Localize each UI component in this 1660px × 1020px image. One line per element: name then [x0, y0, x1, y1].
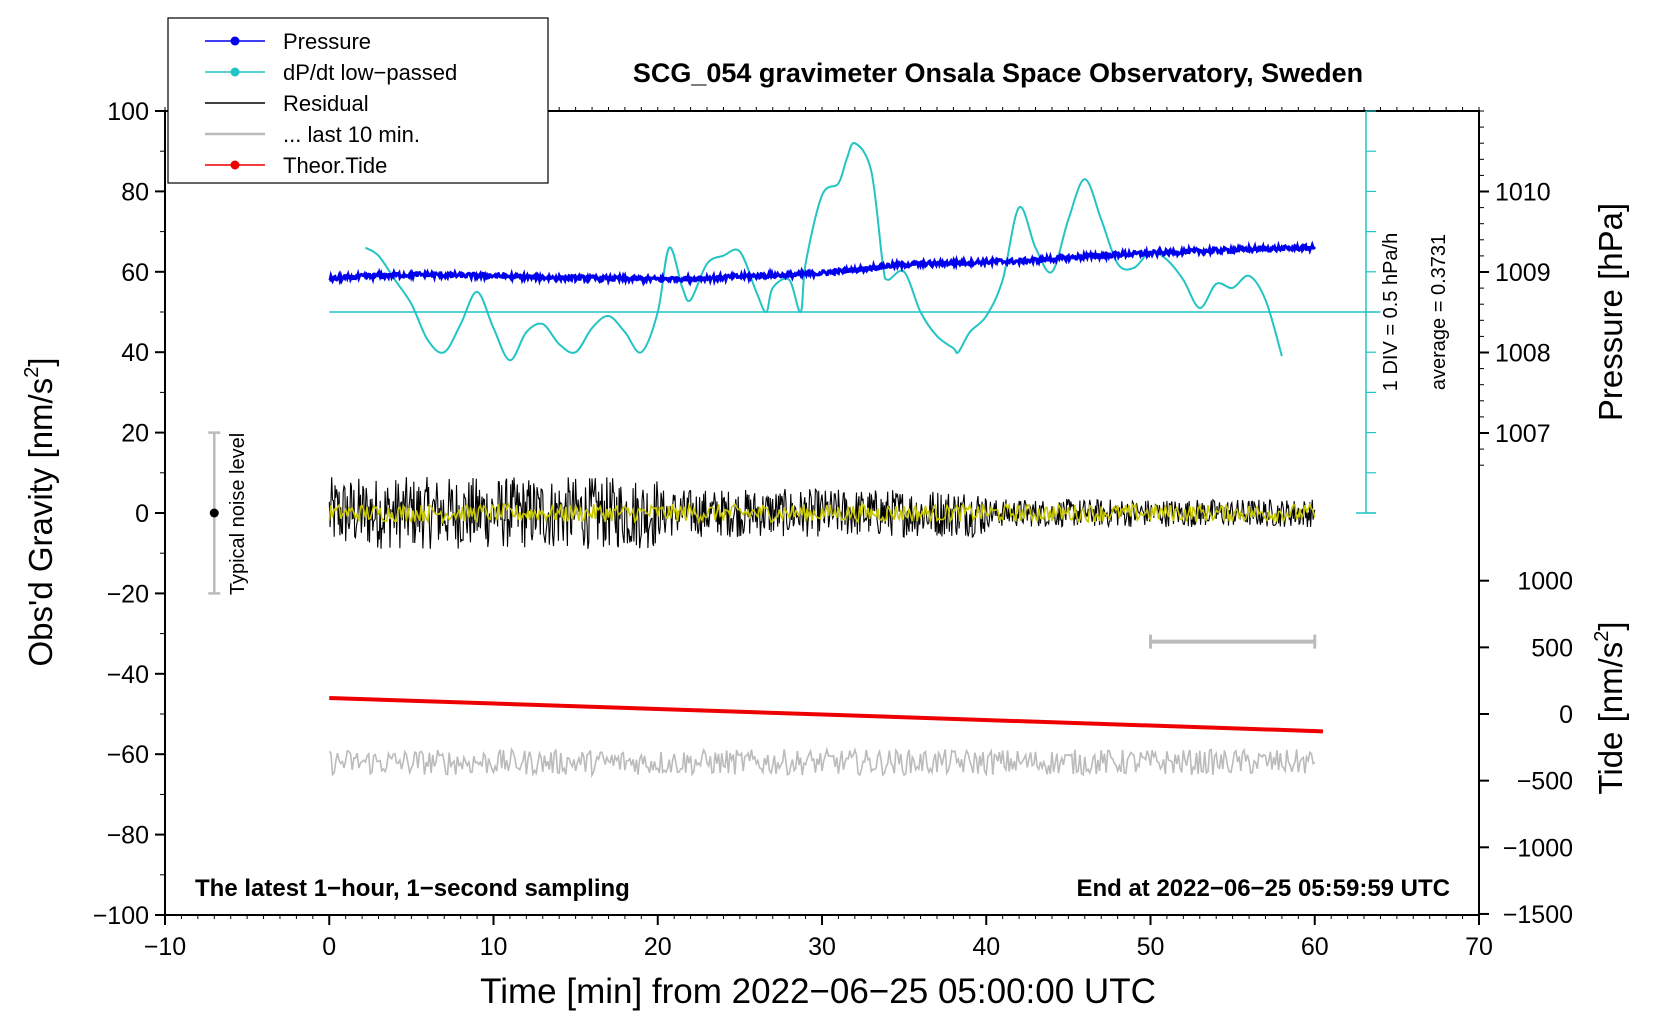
y-axis-label-gravity: Obs'd Gravity [nm/s2] [21, 358, 59, 667]
pressure-tick-label: 1008 [1495, 340, 1551, 368]
tide-tick-label: 500 [1531, 634, 1573, 662]
y-axis-label-gravity-sup: 2 [21, 367, 43, 378]
y-tick-label: 0 [135, 500, 149, 528]
y-tick-label: 80 [121, 178, 149, 206]
y-axis-label-gravity-text: Obs'd Gravity [nm/s [22, 378, 59, 667]
x-tick-label: 40 [972, 933, 1000, 961]
legend-label: ... last 10 min. [283, 122, 420, 147]
y-axis-label-tide-tail: ] [1592, 621, 1629, 630]
series-pressure-line [328, 240, 1317, 288]
y-tick-label: −80 [107, 822, 149, 850]
y-axis-label-pressure: Pressure [hPa] [1592, 203, 1629, 421]
x-tick-label: −10 [144, 933, 186, 961]
x-tick-label: 50 [1137, 933, 1165, 961]
y-axis-label-gravity-tail: ] [22, 358, 59, 367]
legend-marker [230, 160, 240, 170]
dpdt-average-label: average = 0.3731 [1428, 234, 1450, 390]
legend-label: Pressure [283, 29, 371, 54]
footer-right-label: End at 2022−06−25 05:59:59 UTC [1076, 875, 1450, 902]
y-axis-label-tide-sup: 2 [1591, 631, 1613, 642]
x-tick-label: 20 [644, 933, 672, 961]
x-tick-label: 0 [322, 933, 336, 961]
x-tick-label: 70 [1465, 933, 1493, 961]
y-tick-label: 100 [107, 98, 149, 126]
y-tick-label: −20 [107, 580, 149, 608]
series-last10min-line [328, 746, 1316, 779]
legend-label: Residual [283, 91, 369, 116]
pressure-tick-label: 1007 [1495, 420, 1551, 448]
noise-level-label: Typical noise level [227, 433, 249, 595]
legend-box [167, 17, 549, 184]
chart-title: SCG_054 gravimeter Onsala Space Observat… [633, 58, 1363, 88]
series-theor-tide-line [329, 696, 1324, 734]
y-tick-label: −40 [107, 661, 149, 689]
x-axis-label: Time [min] from 2022−06−25 05:00:00 UTC [480, 972, 1156, 1011]
y-tick-label: 60 [121, 259, 149, 287]
dpdt-scale-label: 1 DIV = 0.5 hPa/h [1380, 233, 1402, 391]
tide-tick-label: 0 [1559, 701, 1573, 729]
tide-tick-label: −1500 [1503, 901, 1573, 929]
y-axis-label-tide: Tide [nm/s2] [1591, 621, 1629, 794]
y-tick-label: 40 [121, 339, 149, 367]
x-tick-label: 60 [1301, 933, 1329, 961]
footer-left-label: The latest 1−hour, 1−second sampling [195, 875, 630, 902]
x-tick-label: 10 [480, 933, 508, 961]
legend-label: dP/dt low−passed [283, 60, 457, 85]
series-dpdt-line [364, 142, 1283, 362]
legend: Pressure dP/dt low−passed Residual ... last… [167, 17, 549, 184]
legend-label: Theor.Tide [283, 153, 387, 178]
y-tick-label: −60 [107, 741, 149, 769]
pressure-tick-label: 1010 [1495, 179, 1551, 207]
y-tick-label: −100 [93, 902, 149, 930]
noise-level-center-dot [209, 508, 219, 518]
chart-axes: −10 0 10 20 30 40 50 60 70−100−80−60−40−20020406… [93, 98, 1573, 961]
x-tick-label: 30 [808, 933, 836, 961]
y-axis-label-tide-text: Tide [nm/s [1592, 642, 1629, 795]
chart-series [208, 110, 1381, 779]
series-residual-smoothed-line [328, 501, 1316, 525]
legend-marker [230, 67, 240, 77]
legend-marker [230, 36, 240, 46]
tide-tick-label: 1000 [1517, 568, 1573, 596]
tide-tick-label: −500 [1517, 768, 1573, 796]
tide-tick-label: −1000 [1503, 834, 1573, 862]
pressure-tick-label: 1009 [1495, 259, 1551, 287]
y-tick-label: 20 [121, 420, 149, 448]
